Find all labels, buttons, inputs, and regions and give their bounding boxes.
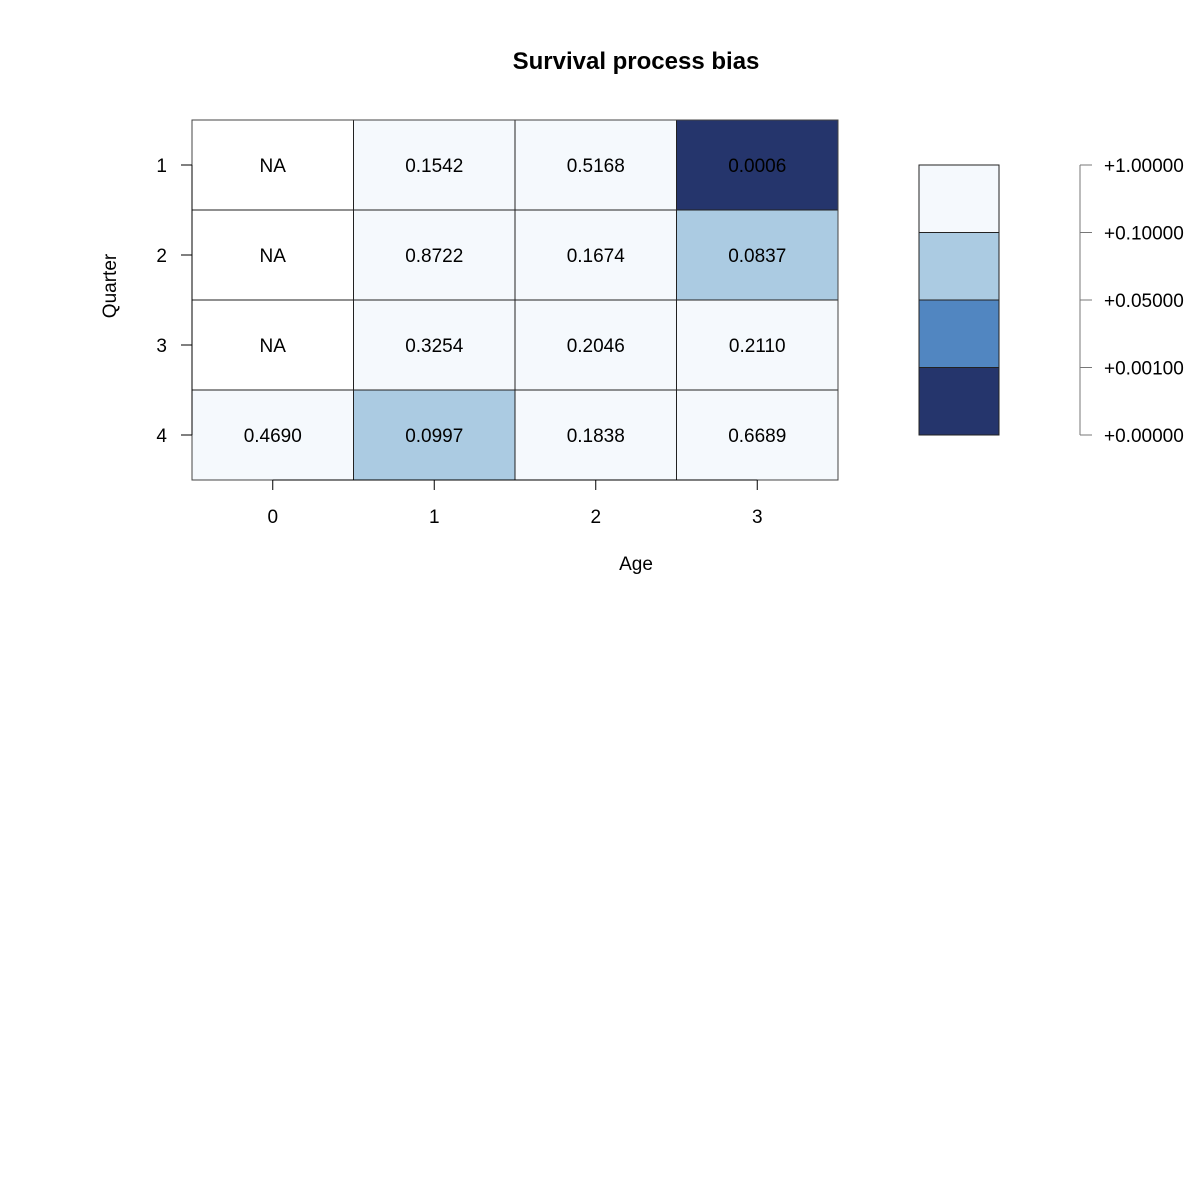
- legend-tick-label: +0.05000: [1104, 291, 1184, 312]
- cell-value-label: 0.2110: [729, 336, 786, 357]
- heatmap-cell: [676, 389, 839, 481]
- x-tick-label: 2: [590, 507, 601, 528]
- heatmap-cell: [353, 119, 516, 211]
- heatmap-cells: NA 0.1542 0.5168 0.0006 NA 0.8722 0.1674 0.0837…: [191, 119, 839, 481]
- legend-swatch: [918, 164, 1000, 233]
- heatmap-cell: [676, 209, 839, 301]
- y-tick-label: 1: [156, 156, 167, 177]
- cell-value-label: NA: [260, 336, 287, 357]
- chart-title: Survival process bias: [513, 48, 760, 75]
- heatmap-cell: [191, 119, 354, 211]
- cell-value-label: 0.0997: [405, 426, 463, 447]
- cell-value-label: 0.6689: [728, 426, 786, 447]
- cell-value-label: 0.0837: [728, 246, 786, 267]
- heatmap-cell: [191, 389, 354, 481]
- x-tick-label: 0: [267, 507, 278, 528]
- cell-value-label: 0.4690: [244, 426, 302, 447]
- heatmap-cell: [514, 389, 677, 481]
- y-tick-label: 2: [156, 246, 167, 267]
- cell-value-label: 0.1542: [405, 156, 463, 177]
- cell-value-label: 0.8722: [405, 246, 463, 267]
- legend-swatch: [918, 232, 1000, 301]
- heatmap-cell: [353, 389, 516, 481]
- heatmap-cell: [676, 119, 839, 211]
- legend-swatch: [918, 367, 1000, 436]
- y-tick-label: 3: [156, 336, 167, 357]
- cell-value-label: 0.5168: [567, 156, 625, 177]
- cell-value-label: 0.1838: [567, 426, 625, 447]
- cell-value-label: NA: [260, 156, 287, 177]
- y-tick-label: 4: [156, 426, 167, 447]
- legend-tick-label: +1.00000: [1104, 156, 1184, 177]
- heatmap-cell: [353, 209, 516, 301]
- heatmap-cell: [676, 299, 839, 391]
- x-tick-label: 3: [752, 507, 763, 528]
- legend-swatch: [918, 299, 1000, 368]
- legend-tick-label: +0.00100: [1104, 359, 1184, 380]
- heatmap-cell: [353, 299, 516, 391]
- y-axis: 1 2 3 4: [156, 156, 193, 447]
- cell-value-label: 0.0006: [728, 156, 786, 177]
- x-axis: 0 1 2 3: [267, 479, 763, 528]
- y-axis-label: Quarter: [100, 253, 121, 318]
- cell-value-label: NA: [260, 246, 287, 267]
- cell-value-label: 0.3254: [405, 336, 464, 357]
- cell-value-label: 0.2046: [567, 336, 625, 357]
- legend-tick-label: +0.10000: [1104, 224, 1184, 245]
- cell-value-label: 0.1674: [567, 246, 626, 267]
- x-tick-label: 1: [429, 507, 440, 528]
- heatmap-cell: [191, 209, 354, 301]
- x-axis-label: Age: [619, 554, 653, 575]
- legend-tick-label: +0.00000: [1104, 426, 1184, 447]
- color-legend: +1.00000 +0.10000 +0.05000 +0.00100 +0.00000: [918, 156, 1184, 447]
